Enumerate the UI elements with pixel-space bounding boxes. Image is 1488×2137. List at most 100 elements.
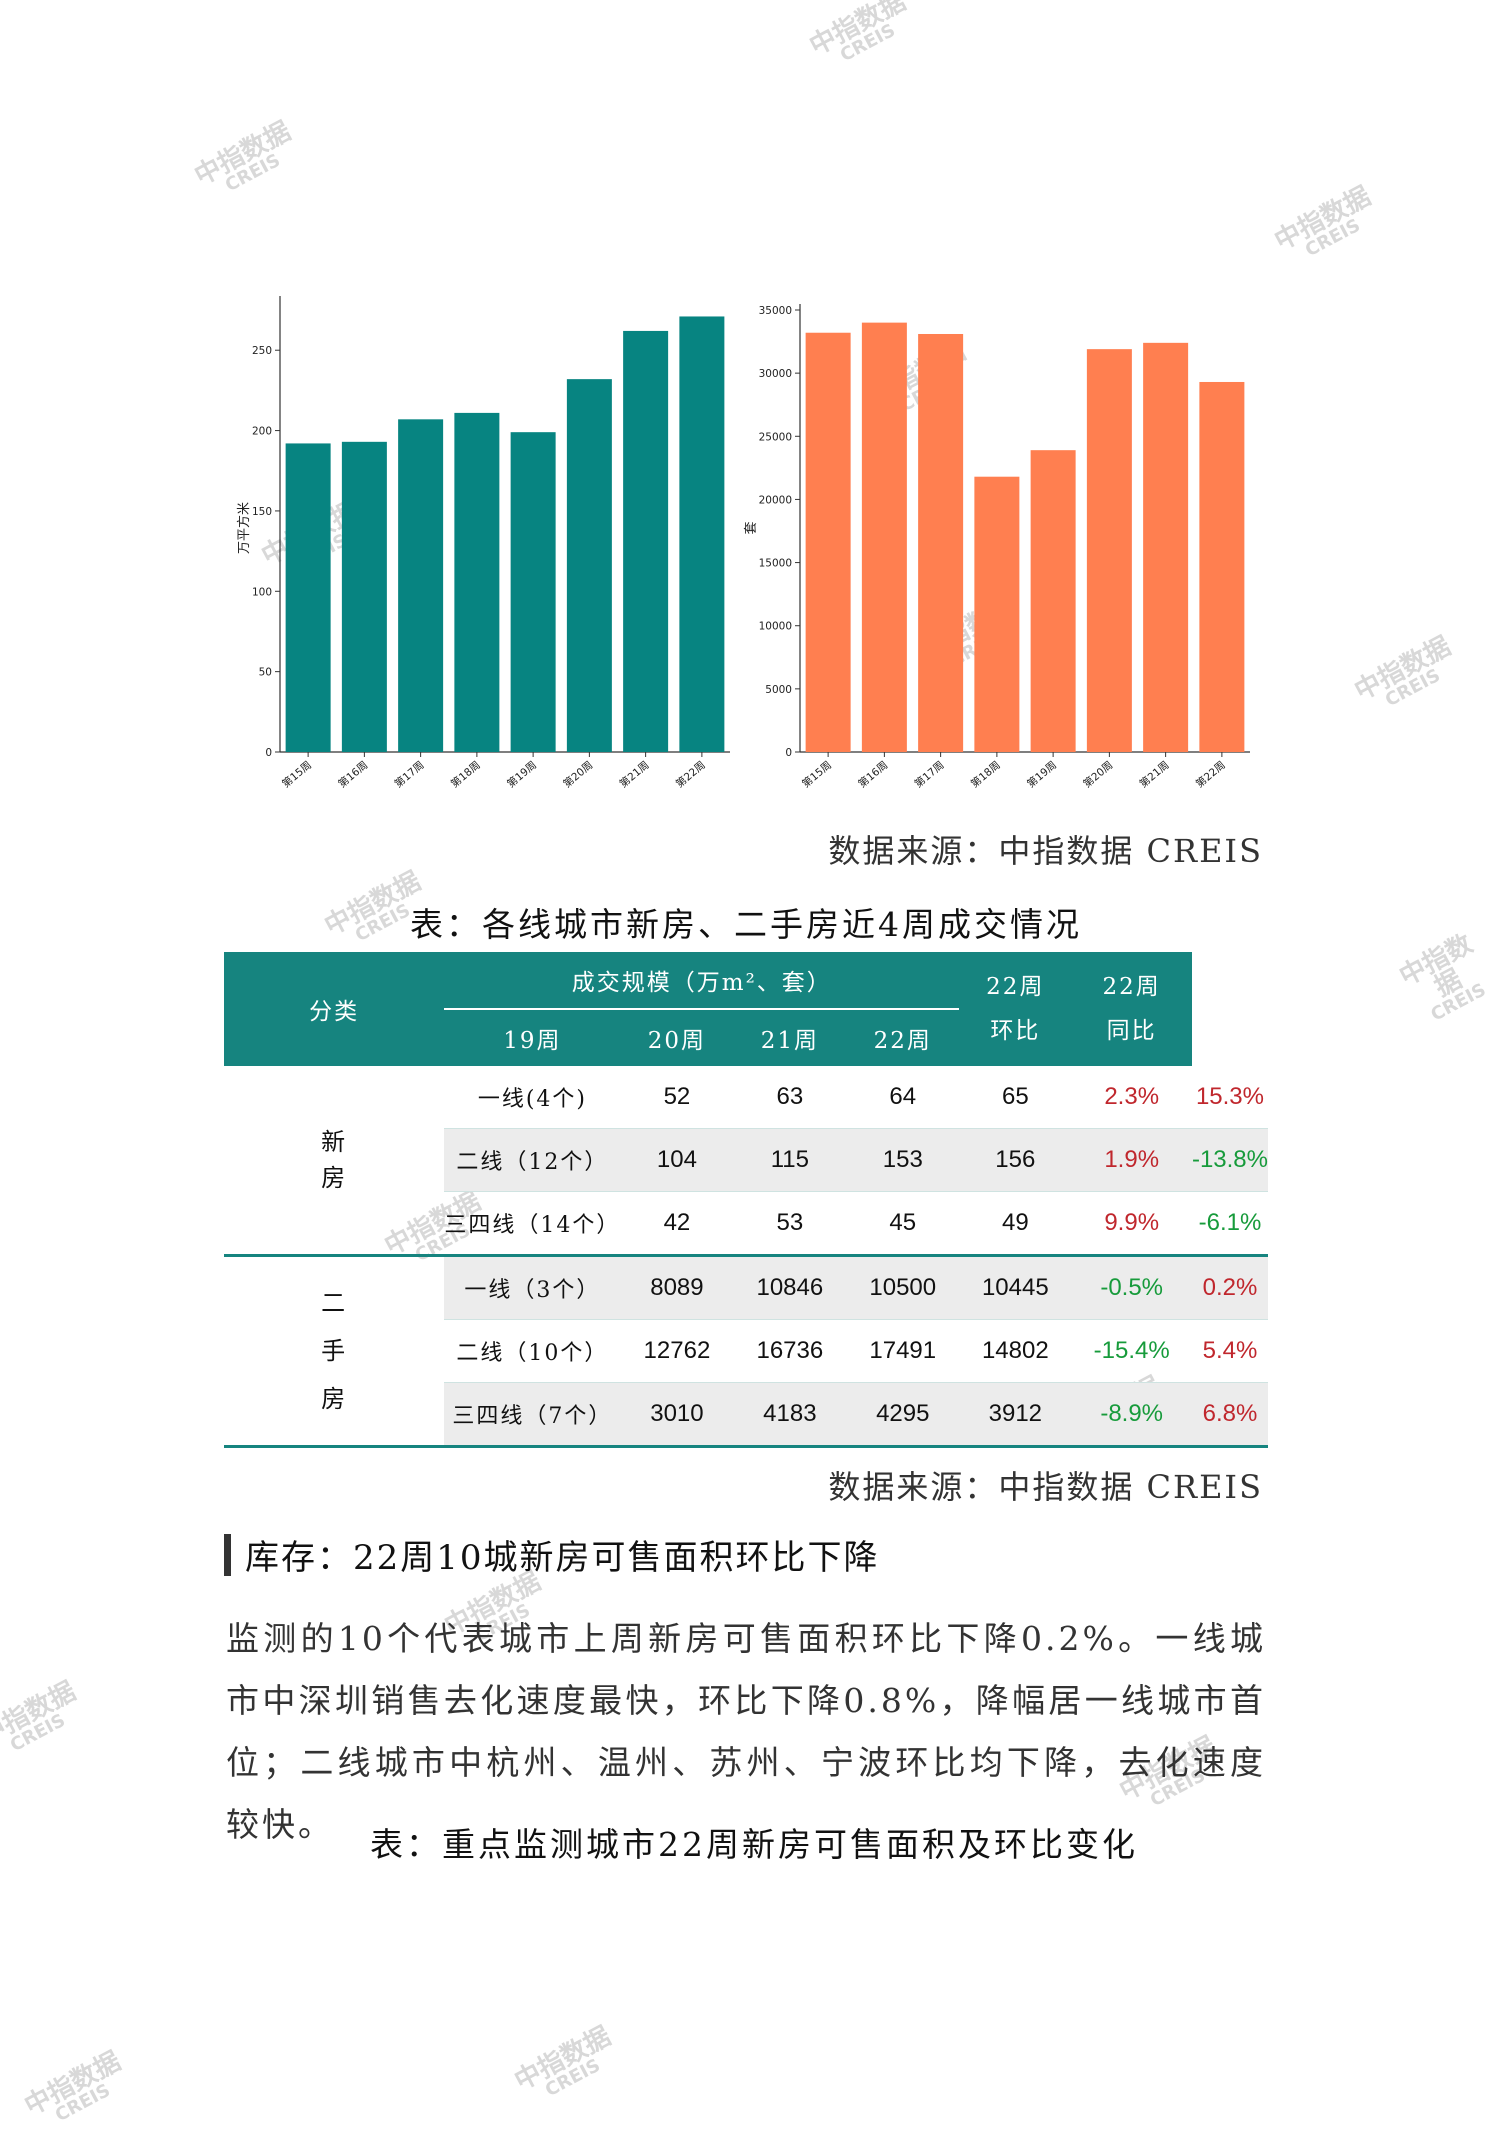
y-tick-label: 10000	[759, 621, 792, 633]
table-cell: 53	[733, 1191, 847, 1257]
bar	[974, 476, 1020, 752]
table-cell: 10500	[846, 1255, 960, 1320]
y-tick-label: 15000	[759, 558, 792, 570]
bar	[1030, 450, 1076, 752]
bar	[566, 379, 612, 752]
row-label: 一线(4个)	[444, 1066, 621, 1129]
header-week: 19周	[444, 1008, 621, 1066]
header-yoy: 22周 同比	[1071, 952, 1192, 1066]
header-scale: 成交规模（万m²、套）	[444, 952, 960, 1009]
mom-cell: 2.3%	[1071, 1066, 1192, 1129]
y-tick-label: 5000	[765, 684, 792, 696]
bar	[861, 322, 907, 752]
x-tick-label: 第18周	[968, 758, 1003, 790]
y-axis-label: 万平方米	[236, 502, 252, 554]
data-source: 数据来源：中指数据 CREIS	[828, 832, 1263, 870]
table-cell: 153	[846, 1128, 960, 1192]
section-heading: 库存：22周10城新房可售面积环比下降	[224, 1530, 880, 1579]
bar	[510, 432, 556, 752]
header-mom: 22周 环比	[959, 952, 1072, 1066]
table-cell: 49	[959, 1191, 1072, 1257]
header-week: 21周	[733, 1008, 847, 1066]
table-cell: 63	[733, 1066, 847, 1129]
yoy-cell: -13.8%	[1191, 1128, 1268, 1192]
transaction-table: 分类 成交规模（万m²、套） 22周 环比 22周 同比 19周 20周 21周…	[224, 952, 1268, 1448]
table-cell: 8089	[620, 1255, 734, 1320]
table-cell: 45	[846, 1191, 960, 1257]
bar	[1199, 381, 1245, 752]
bar	[918, 333, 964, 752]
table-cell: 14802	[959, 1319, 1072, 1383]
group-new-homes: 新 房	[224, 1066, 445, 1257]
yoy-cell: -6.1%	[1191, 1191, 1268, 1257]
units-bar-chart: 套 0 5000 10000 15000 20000 25000 30000 35000 第15…	[743, 304, 1250, 790]
table-cell: 64	[846, 1066, 960, 1129]
y-tick-label: 150	[252, 506, 272, 518]
data-source: 数据来源：中指数据 CREIS	[828, 1468, 1263, 1506]
header-week: 22周	[846, 1008, 960, 1066]
yoy-cell: 0.2%	[1191, 1255, 1268, 1320]
table-cell: 115	[733, 1128, 847, 1192]
mom-cell: 1.9%	[1071, 1128, 1192, 1192]
section-heading-text: 库存：22周10城新房可售面积环比下降	[245, 1538, 880, 1578]
heading-bar	[224, 1533, 231, 1576]
table-cell: 12762	[620, 1319, 734, 1383]
header-week: 20周	[620, 1008, 734, 1066]
table-cell: 4295	[846, 1382, 960, 1448]
mom-cell: -8.9%	[1071, 1382, 1192, 1448]
y-tick-label: 25000	[759, 431, 792, 443]
yoy-cell: 6.8%	[1191, 1382, 1268, 1448]
y-tick-label: 30000	[759, 368, 792, 380]
table-cell: 42	[620, 1191, 734, 1257]
x-tick-label: 第17周	[912, 758, 947, 790]
row-label: 三四线（7个）	[444, 1382, 621, 1448]
table-cell: 104	[620, 1128, 734, 1192]
bar	[398, 419, 444, 752]
table-cell: 52	[620, 1066, 734, 1129]
bar	[285, 443, 331, 752]
bar	[341, 441, 387, 752]
y-tick-label: 200	[252, 426, 272, 438]
y-tick-label: 0	[785, 747, 792, 759]
bar	[1143, 342, 1189, 752]
table-cell: 4183	[733, 1382, 847, 1448]
table-cell: 156	[959, 1128, 1072, 1192]
row-label: 一线（3个）	[444, 1255, 621, 1320]
table-caption: 表：各线城市新房、二手房近4周成交情况	[410, 905, 1082, 944]
y-tick-label: 100	[252, 586, 272, 598]
y-tick-label: 250	[252, 345, 272, 357]
x-tick-label: 第15周	[799, 758, 834, 790]
mom-cell: 9.9%	[1071, 1191, 1192, 1257]
bar	[454, 412, 500, 752]
bar	[805, 332, 851, 752]
table-cell: 16736	[733, 1319, 847, 1383]
y-axis-label: 套	[743, 521, 759, 534]
table-cell: 3912	[959, 1382, 1072, 1448]
mom-cell: -0.5%	[1071, 1255, 1192, 1320]
y-tick-label: 20000	[759, 494, 792, 506]
x-tick-label: 第22周	[1193, 758, 1228, 790]
x-tick-label: 第21周	[1137, 758, 1172, 790]
table-cell: 65	[959, 1066, 1072, 1129]
header-category: 分类	[224, 952, 445, 1066]
y-tick-label: 50	[259, 667, 272, 679]
body-paragraph: 监测的10个代表城市上周新房可售面积环比下降0.2%。一线城市中深圳销售去化速度…	[226, 1619, 1266, 1844]
bar	[679, 316, 725, 752]
bar	[623, 330, 669, 752]
table-cell: 10445	[959, 1255, 1072, 1320]
yoy-cell: 15.3%	[1191, 1066, 1268, 1129]
y-tick-label: 35000	[759, 305, 792, 317]
bar	[1086, 349, 1132, 752]
mom-cell: -15.4%	[1071, 1319, 1192, 1383]
group-second-hand: 二 手 房	[224, 1255, 445, 1448]
x-tick-label: 第19周	[1024, 758, 1059, 790]
table-cell: 3010	[620, 1382, 734, 1448]
table-cell: 10846	[733, 1255, 847, 1320]
row-label: 二线（12个）	[444, 1128, 621, 1192]
x-tick-label: 第16周	[856, 758, 891, 790]
